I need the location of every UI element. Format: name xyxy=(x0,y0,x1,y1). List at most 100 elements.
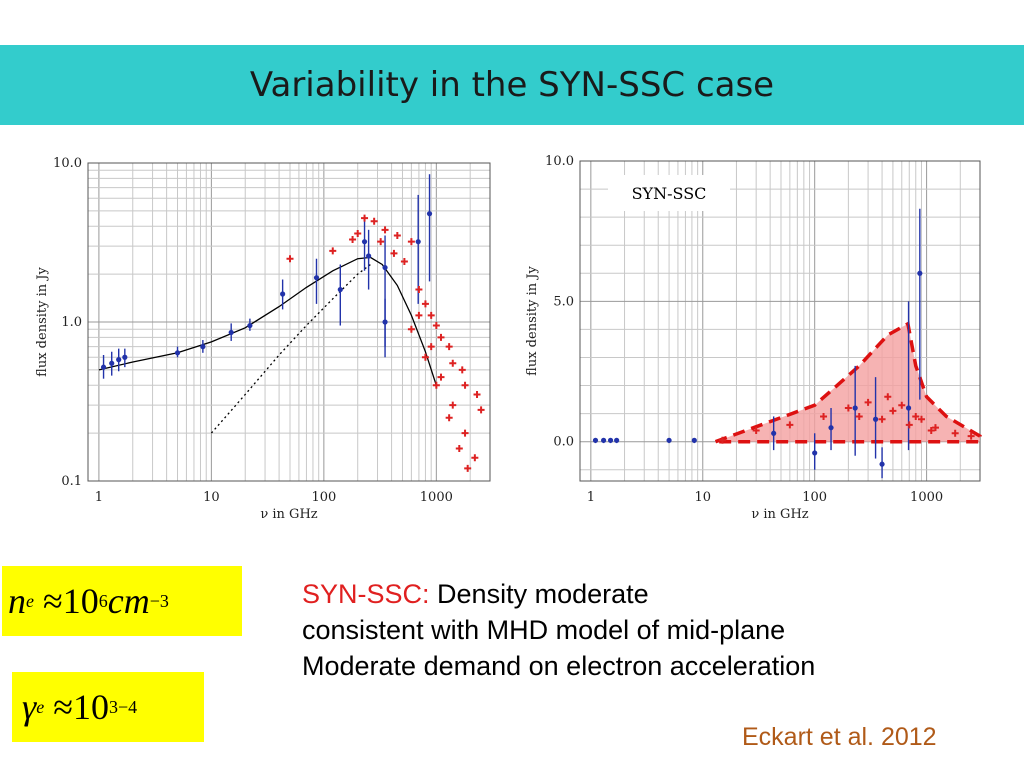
data-point-red xyxy=(931,424,939,432)
data-point-red xyxy=(407,325,415,333)
data-point-red xyxy=(400,258,408,266)
x-axis-label: ν in GHz xyxy=(260,507,317,522)
formula-ge-symbol: γ xyxy=(22,687,37,727)
data-point-red xyxy=(951,429,959,437)
data-point-blue xyxy=(382,319,388,325)
y-tick-label: 5.0 xyxy=(553,294,574,309)
data-point-blue xyxy=(812,450,818,456)
data-point-red xyxy=(477,406,485,414)
data-point-red xyxy=(370,217,378,225)
x-axis-label: ν in GHz xyxy=(751,507,808,522)
data-point-red xyxy=(884,393,892,401)
data-point-blue xyxy=(666,437,672,443)
data-point-red xyxy=(407,238,415,246)
data-point-red xyxy=(864,398,872,406)
data-point-blue xyxy=(691,437,697,443)
data-point-red xyxy=(449,401,457,409)
data-point-blue xyxy=(771,430,777,436)
data-point-red xyxy=(377,238,385,246)
data-point-red xyxy=(415,286,423,294)
data-point-red xyxy=(461,381,469,389)
plot-frame xyxy=(87,162,491,482)
flux-plot-log-svg: 1 10 100 1000 0.1 1.0 10.0 ν in GHz flux density… xyxy=(35,156,491,522)
data-point-red xyxy=(878,415,886,423)
data-point-blue xyxy=(366,253,372,259)
data-point-blue xyxy=(879,461,885,467)
x-tick-label: 1000 xyxy=(910,490,943,505)
data-point-red xyxy=(437,373,445,381)
y-axis-label: flux density in Jy xyxy=(525,266,540,376)
formula-ne-unit: cm xyxy=(107,581,150,621)
data-point-blue xyxy=(313,275,320,281)
data-point-red xyxy=(349,236,357,244)
formula-ne-subscript: e xyxy=(26,590,34,611)
data-point-red xyxy=(427,311,435,319)
x-tick-label: 10 xyxy=(203,490,220,505)
formula-ge-approx: ≈ xyxy=(53,687,73,727)
data-point-red xyxy=(889,407,897,415)
data-point-red xyxy=(927,426,935,434)
data-point-red xyxy=(718,436,726,444)
data-point-blue xyxy=(361,239,368,245)
data-point-red xyxy=(855,412,863,420)
data-point-red xyxy=(437,333,445,341)
data-point-blue xyxy=(614,437,620,443)
data-point-red xyxy=(458,366,466,374)
data-point-blue xyxy=(905,405,912,411)
formula-ne-exponent: 6 xyxy=(98,590,108,611)
data-point-red xyxy=(820,412,828,420)
data-point-blue xyxy=(917,270,923,276)
data-point-red xyxy=(905,421,913,429)
data-point-red xyxy=(464,464,472,472)
model-curve-dotted xyxy=(210,263,371,434)
plot-frame xyxy=(579,160,981,482)
data-point-red xyxy=(390,249,398,257)
flux-plot-linear-svg: 1 10 100 1000 0.0 5.0 10.0 ν in GHz flux density… xyxy=(525,154,982,522)
data-point-red xyxy=(898,401,906,409)
annotation-box xyxy=(608,175,730,211)
data-point-blue xyxy=(852,405,858,411)
data-point-red xyxy=(329,247,337,255)
data-point-red xyxy=(455,445,463,453)
data-point-blue xyxy=(872,416,879,422)
data-point-red xyxy=(415,311,423,319)
annotation-label: SYN-SSC xyxy=(632,184,707,203)
x-tick-label: 100 xyxy=(802,490,827,505)
data-point-red xyxy=(449,359,457,367)
description-line-1: SYN-SSC: Density moderate xyxy=(302,576,1002,612)
data-point-red xyxy=(967,432,975,440)
data-point-red xyxy=(752,426,760,434)
data-point-red xyxy=(421,353,429,361)
data-point-blue xyxy=(228,329,234,336)
data-point-blue xyxy=(828,425,834,431)
formula-ne-approx: ≈ xyxy=(43,581,63,621)
data-point-red xyxy=(461,429,469,437)
data-point-blue xyxy=(247,322,253,329)
formula-ne-unit-exponent: −3 xyxy=(149,590,169,611)
slide-title: Variability in the SYN-SSC case xyxy=(249,65,775,105)
data-point-blue xyxy=(280,291,286,297)
y-axis-label: flux density in Jy xyxy=(35,267,50,377)
data-point-red xyxy=(786,421,794,429)
description-label: SYN-SSC: xyxy=(302,579,430,609)
description-line-2: consistent with MHD model of mid-plane xyxy=(302,615,786,645)
data-point-red xyxy=(917,415,925,423)
data-point-blue xyxy=(100,364,107,370)
data-point-blue xyxy=(600,437,607,443)
flux-plot-linear: 1 10 100 1000 0.0 5.0 10.0 ν in GHz flux density… xyxy=(520,145,990,530)
data-point-red xyxy=(432,322,440,330)
x-tick-label: 100 xyxy=(311,490,336,505)
formula-ge-exponent: 3−4 xyxy=(108,696,138,717)
description-line1-text: Density moderate xyxy=(437,579,649,609)
x-tick-label: 1000 xyxy=(420,490,453,505)
data-point-blue xyxy=(200,344,206,350)
x-tick-label: 1 xyxy=(587,490,595,505)
data-point-red xyxy=(381,226,389,234)
y-tick-label: 10.0 xyxy=(53,156,82,171)
x-tick-label: 1 xyxy=(95,490,103,505)
model-curve-solid xyxy=(98,256,437,386)
formula-ne-symbol: n xyxy=(8,581,26,621)
y-tick-label: 10.0 xyxy=(545,154,574,169)
